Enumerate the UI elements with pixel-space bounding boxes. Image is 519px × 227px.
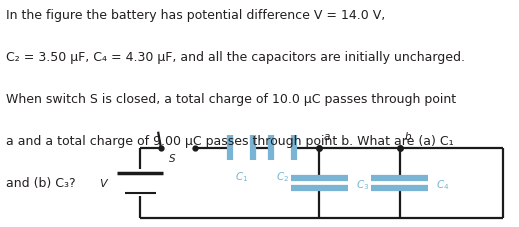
Text: $a$: $a$ — [323, 132, 331, 142]
Text: In the figure the battery has potential difference V = 14.0 V,: In the figure the battery has potential … — [6, 9, 386, 22]
Text: $C_2$: $C_2$ — [276, 170, 290, 184]
Text: $C_3$: $C_3$ — [356, 178, 369, 192]
Text: a and a total charge of 9.00 μC passes through point b. What are (a) C₁: a and a total charge of 9.00 μC passes t… — [6, 135, 454, 148]
Text: C₂ = 3.50 μF, C₄ = 4.30 μF, and all the capacitors are initially uncharged.: C₂ = 3.50 μF, C₄ = 4.30 μF, and all the … — [6, 51, 465, 64]
Text: $V$: $V$ — [99, 177, 109, 189]
Text: $b$: $b$ — [404, 130, 412, 142]
Text: S: S — [169, 154, 176, 164]
Text: $C_1$: $C_1$ — [235, 170, 248, 184]
Text: When switch S is closed, a total charge of 10.0 μC passes through point: When switch S is closed, a total charge … — [6, 93, 456, 106]
Text: $C_4$: $C_4$ — [436, 178, 449, 192]
Text: and (b) C₃?: and (b) C₃? — [6, 177, 76, 190]
